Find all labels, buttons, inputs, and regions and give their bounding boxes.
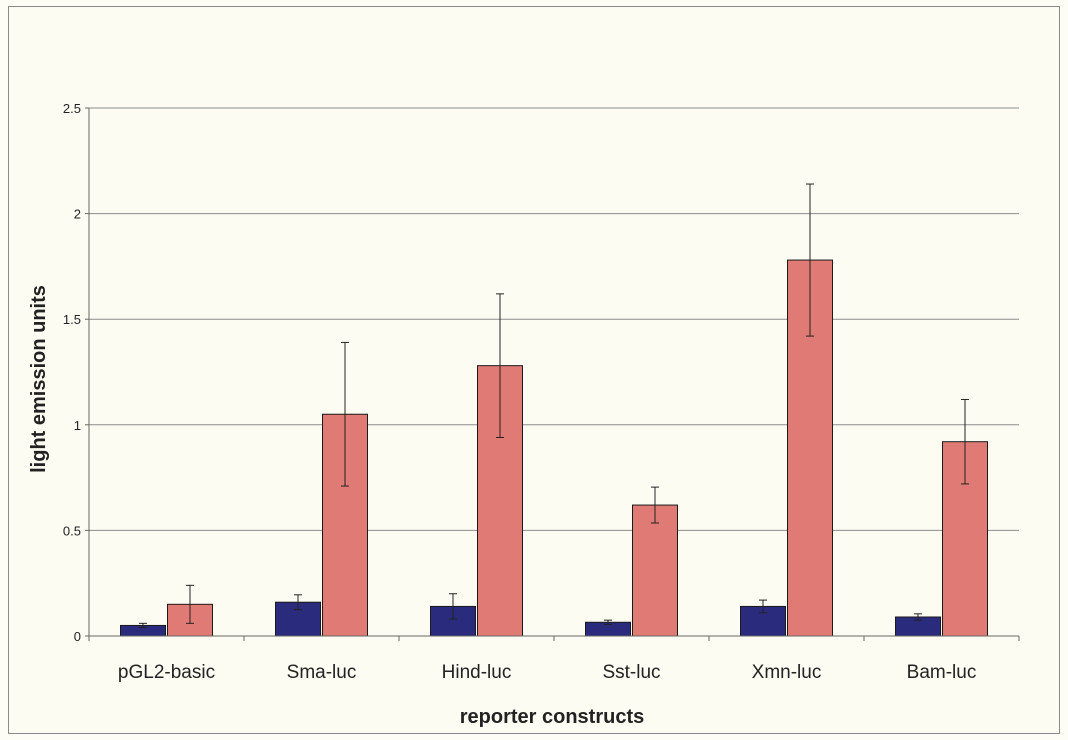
- x-tick-label: Sma-luc: [287, 662, 357, 683]
- y-tick-label: 0: [74, 629, 81, 644]
- x-tick-label: Xmn-luc: [752, 662, 822, 683]
- y-tick-label: 2.5: [63, 101, 81, 116]
- chart-svg: 0 0.5 1 1.5 2 2.5 pGL2-basic Sma-luc Hind-luc Ss…: [28, 101, 1020, 728]
- x-tick-labels: pGL2-basic Sma-luc Hind-luc Sst-luc Xmn-luc B…: [118, 662, 976, 683]
- gridlines: [89, 107, 1019, 531]
- bars: [120, 259, 988, 637]
- y-tick-label: 0.5: [63, 523, 81, 538]
- y-axis-title: light emission units: [28, 285, 50, 473]
- x-tick-label: Hind-luc: [442, 662, 512, 683]
- x-tick-label: Bam-luc: [907, 662, 977, 683]
- x-tick-label: pGL2-basic: [118, 662, 215, 683]
- y-tick-labels: 0 0.5 1 1.5 2 2.5: [63, 101, 89, 644]
- y-tick-label: 2: [74, 207, 81, 222]
- x-axis-title: reporter constructs: [460, 706, 645, 728]
- bar: [632, 504, 678, 637]
- y-tick-label: 1.5: [63, 312, 81, 327]
- error-bars: [139, 183, 969, 629]
- chart-frame: 0 0.5 1 1.5 2 2.5 pGL2-basic Sma-luc Hind-luc Ss…: [8, 6, 1060, 734]
- axes: [88, 108, 1020, 641]
- y-tick-label: 1: [74, 418, 81, 433]
- x-tick-label: Sst-luc: [602, 662, 660, 683]
